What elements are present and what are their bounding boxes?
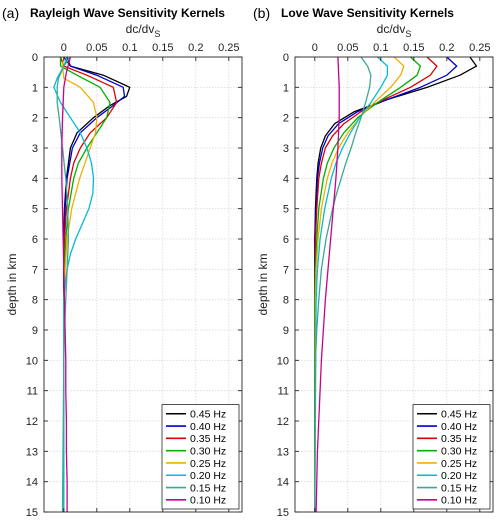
chart-1-ytick-label-4: 4 (32, 173, 38, 185)
panel-b: 0 0.05 0.1 0.15 0.2 0.25012345678910111213141… (253, 5, 494, 519)
chart-2-ytick-label-9: 9 (283, 325, 289, 337)
chart-2-panel-letter: (b) (253, 5, 270, 21)
chart-2-ytick-label-12: 12 (277, 416, 289, 428)
chart-2-legend-label-0-15-hz: 0.15 Hz (441, 482, 477, 494)
chart-1-ytick-label-8: 8 (32, 295, 38, 307)
chart-2-ytick-label-11: 11 (278, 386, 289, 398)
chart-1-ytick-label-11: 11 (27, 386, 38, 398)
chart-2-ytick-label-2: 2 (283, 113, 289, 125)
chart-2-legend-label-0-30-hz: 0.30 Hz (441, 445, 477, 457)
chart-2-ytick-label-13: 13 (277, 446, 289, 458)
chart-2-legend-label-0-20-hz: 0.20 Hz (441, 470, 477, 482)
chart-2-ytick-label-14: 14 (277, 477, 289, 489)
chart-1-ytick-label-12: 12 (26, 416, 38, 428)
chart-2-xlabel-main: dc/dv (377, 22, 406, 36)
chart-2-ylabel: depth in km (256, 253, 270, 315)
chart-1-legend-label-0-30-hz: 0.30 Hz (190, 445, 226, 457)
chart-2-title: Love Wave Sensitivity Kernels (281, 6, 454, 20)
chart-2-series-0-30-hz (314, 56, 422, 512)
chart-1-xtick-label-5: 0.25 (218, 42, 239, 54)
chart-2-legend: 0.45 Hz0.40 Hz0.35 Hz0.30 Hz0.25 Hz0.20 … (412, 404, 491, 510)
chart-2-legend-box (412, 404, 491, 510)
chart-2-xlabel: dc/dvS (377, 22, 412, 39)
chart-1-xtick-label-1: 0.05 (86, 42, 107, 54)
chart-1-xtick-label-0: 0 (61, 42, 67, 54)
chart-1-title: Rayleigh Wave Sensitivity Kernels (30, 6, 225, 20)
chart-2-xtick-label-2: 0.1 (373, 42, 388, 54)
chart-2-legend-label-0-40-hz: 0.40 Hz (441, 421, 477, 433)
chart-2-plot-frame (294, 56, 494, 513)
chart-1-xlabel-main: dc/dv (126, 22, 155, 36)
chart-1-ytick-label-13: 13 (26, 446, 38, 458)
chart-1-panel-letter: (a) (2, 5, 19, 21)
chart-1-xtick-label-4: 0.2 (188, 42, 203, 54)
chart-1-ytick-label-10: 10 (26, 355, 38, 367)
chart-1-ytick-label-5: 5 (32, 204, 38, 216)
chart-1-legend-box (161, 404, 240, 510)
chart-1-ytick-label-14: 14 (26, 477, 38, 489)
chart-2-ytick-label-1: 1 (283, 82, 289, 94)
chart-2-series-0-40-hz (314, 56, 458, 512)
chart-1-ytick-label-15: 15 (26, 507, 38, 519)
chart-1-xtick-label-3: 0.15 (152, 42, 173, 54)
chart-2-xtick-label-5: 0.25 (469, 42, 490, 54)
chart-2-ytick-label-6: 6 (283, 234, 289, 246)
chart-1-legend-label-0-10-hz: 0.10 Hz (190, 495, 226, 507)
chart-1-legend-label-0-40-hz: 0.40 Hz (190, 421, 226, 433)
chart-1-legend: 0.45 Hz0.40 Hz0.35 Hz0.30 Hz0.25 Hz0.20 … (161, 404, 240, 510)
chart-2-ytick-label-5: 5 (283, 204, 289, 216)
chart-1-ytick-label-0: 0 (32, 52, 38, 64)
chart-2-xtick-label-3: 0.15 (403, 42, 424, 54)
chart-1-series-0-10-hz (61, 56, 72, 512)
chart-1-ytick-label-1: 1 (32, 82, 38, 94)
chart-1-ytick-label-9: 9 (32, 325, 38, 337)
chart-2-ytick-label-7: 7 (283, 264, 289, 276)
chart-1-ylabel: depth in km (5, 253, 19, 315)
chart-1-legend-label-0-45-hz: 0.45 Hz (190, 409, 226, 421)
chart-2-series-0-35-hz (314, 56, 438, 512)
chart-1-legend-label-0-35-hz: 0.35 Hz (190, 433, 226, 445)
chart-2-ytick-label-10: 10 (277, 355, 289, 367)
chart-1-ytick-label-3: 3 (32, 143, 38, 155)
chart-1-ytick-label-7: 7 (32, 264, 38, 276)
chart-2-xlabel-subscript: S (405, 29, 411, 39)
chart-2-ytick-label-3: 3 (283, 143, 289, 155)
chart-1-plot-frame (43, 56, 243, 513)
chart-2-legend-label-0-45-hz: 0.45 Hz (441, 409, 477, 421)
chart-2-series-0-10-hz (315, 56, 340, 513)
chart-2-xtick-label-4: 0.2 (439, 42, 454, 54)
chart-2-legend-label-0-10-hz: 0.10 Hz (441, 495, 477, 507)
chart-1-ytick-label-6: 6 (32, 234, 38, 246)
panel-a: 0 0.05 0.1 0.15 0.2 0.25012345678910111213141… (2, 5, 243, 519)
chart-2-legend-label-0-35-hz: 0.35 Hz (441, 433, 477, 445)
chart-1-legend-label-0-20-hz: 0.20 Hz (190, 470, 226, 482)
chart-2-legend-label-0-25-hz: 0.25 Hz (441, 458, 477, 470)
chart-2-series-0-15-hz (314, 56, 372, 513)
chart-2-ytick-label-8: 8 (283, 295, 289, 307)
chart-2-ytick-label-15: 15 (277, 507, 289, 519)
chart-1-series-0-40-hz (63, 56, 126, 512)
chart-1-legend-label-0-15-hz: 0.15 Hz (190, 482, 226, 494)
chart-2-xtick-label-0: 0 (312, 42, 318, 54)
chart-1-legend-label-0-25-hz: 0.25 Hz (190, 458, 226, 470)
chart-2-ytick-label-0: 0 (283, 52, 289, 64)
chart-2-xtick-label-1: 0.05 (337, 42, 358, 54)
chart-2-ytick-label-4: 4 (283, 173, 289, 185)
chart-2-series-0-20-hz (314, 56, 389, 513)
chart-1-xlabel-subscript: S (154, 29, 160, 39)
chart-1-xlabel: dc/dvS (126, 22, 161, 39)
chart-1-series-0-45-hz (63, 56, 131, 512)
chart-1-series-0-25-hz (61, 56, 98, 512)
chart-2-series-0-25-hz (314, 56, 405, 513)
chart-1-ytick-label-2: 2 (32, 113, 38, 125)
chart-1-xtick-label-2: 0.1 (122, 42, 137, 54)
